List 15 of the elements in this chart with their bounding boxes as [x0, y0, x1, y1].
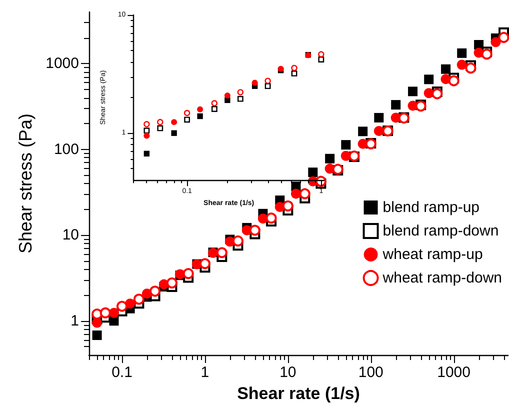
x-tick-label: 10: [280, 364, 296, 381]
legend-label: blend ramp-up: [382, 199, 480, 216]
y-axis-title: Shear stress (Pa): [16, 113, 36, 254]
y-tick-label: 1000: [46, 55, 79, 72]
x-axis-title: Shear rate (1/s): [237, 384, 360, 403]
x-tick-label: 100: [358, 364, 384, 381]
legend-label: wheat ramp-up: [382, 246, 483, 263]
y-tick-label: 1: [70, 312, 79, 330]
y-tick-label: 100: [54, 140, 79, 158]
y-tick-label: 10: [62, 226, 79, 244]
x-tick-label: 0.1: [112, 364, 132, 381]
legend-label: blend ramp-down: [382, 222, 499, 240]
legend-label: wheat ramp-down: [382, 270, 502, 286]
x-tick-label: 1: [200, 364, 210, 381]
x-tick-label: 1000: [437, 364, 471, 381]
